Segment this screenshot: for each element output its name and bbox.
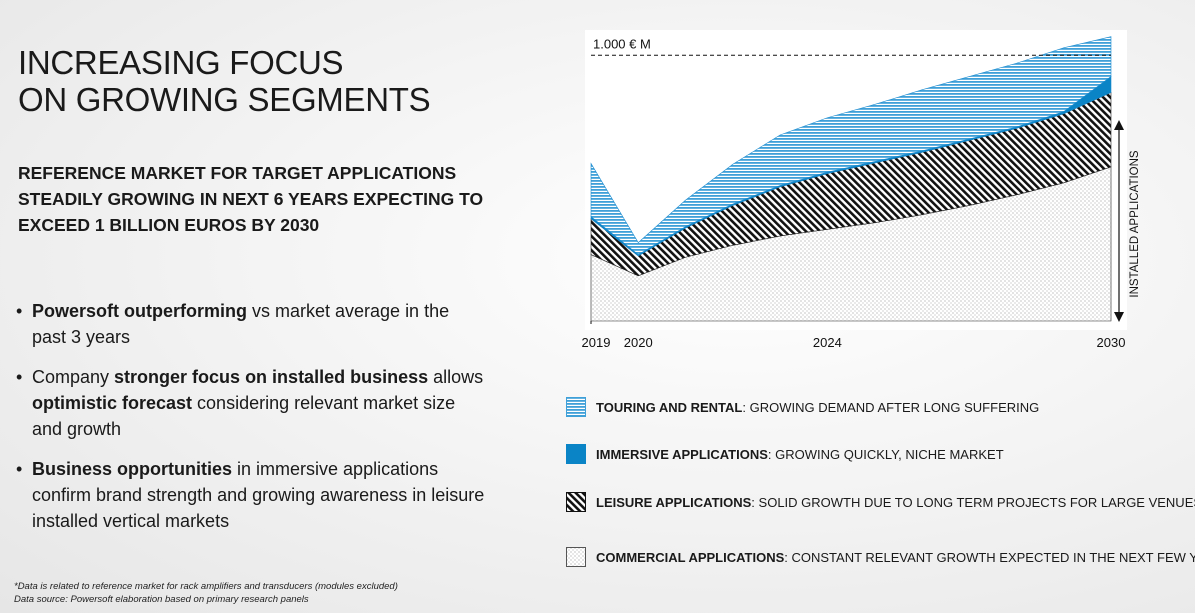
bullet-bold: Powersoft outperforming: [32, 301, 247, 321]
right-axis: INSTALLED APPLICATIONS: [1114, 120, 1141, 322]
legend-item-leisure: LEISURE APPLICATIONS: SOLID GROWTH DUE T…: [566, 491, 1195, 513]
dots-swatch-icon: [566, 547, 586, 567]
bullet-text: vs market average in the past 3 years: [32, 301, 450, 347]
bullet-text: allows: [428, 367, 484, 387]
x-axis-tick-labels: 2019 2020 2024 2030: [582, 335, 1126, 350]
bullet-list: Powersoft outperforming vs market averag…: [16, 298, 486, 548]
legend-series-name: COMMERCIAL APPLICATIONS: [596, 549, 785, 565]
title-line-2: ON GROWING SEGMENTS: [18, 81, 431, 118]
x-tick-label: 2030: [1097, 335, 1126, 350]
legend-item-touring: TOURING AND RENTAL: GROWING DEMAND AFTER…: [566, 396, 1039, 418]
legend-series-description: CONSTANT RELEVANT GROWTH EXPECTED IN THE…: [791, 549, 1195, 565]
bullet-text: considering relevant market size and gro…: [32, 393, 456, 439]
bullet-text: Company: [32, 367, 115, 387]
x-tick-label: 2019: [582, 335, 611, 350]
bullet-item: Business opportunities in immersive appl…: [16, 456, 486, 534]
legend-series-name: TOURING AND RENTAL: [596, 399, 743, 415]
title-line-1: INCREASING FOCUS: [18, 44, 344, 81]
legend-label: LEISURE APPLICATIONS: SOLID GROWTH DUE T…: [596, 495, 1195, 510]
reference-line-label: 1.000 € M: [593, 36, 651, 51]
right-axis-label: INSTALLED APPLICATIONS: [1129, 150, 1141, 298]
legend-series-description: GROWING DEMAND AFTER LONG SUFFERING: [749, 399, 1040, 415]
legend-label: IMMERSIVE APPLICATIONS: GROWING QUICKLY,…: [596, 446, 1004, 462]
x-tick-label: 2020: [624, 335, 653, 350]
footnote: *Data is related to reference market for…: [14, 580, 398, 606]
stripes-swatch-icon: [566, 397, 586, 417]
bullet-item: Powersoft outperforming vs market averag…: [16, 298, 486, 350]
legend-label: COMMERCIAL APPLICATIONS: CONSTANT RELEVA…: [596, 550, 1195, 565]
legend-series-name: LEISURE APPLICATIONS: [596, 494, 752, 510]
legend-item-immersive: IMMERSIVE APPLICATIONS: GROWING QUICKLY,…: [566, 443, 1004, 465]
x-tick-label: 2024: [813, 335, 842, 350]
chart-areas: [590, 36, 1112, 322]
area-series-touring-and-rental: [590, 36, 1112, 255]
legend-item-commercial: COMMERCIAL APPLICATIONS: CONSTANT RELEVA…: [566, 546, 1195, 568]
bullet-bold: stronger focus on installed business: [114, 367, 429, 387]
page-title: INCREASING FOCUS ON GROWING SEGMENTS: [18, 44, 431, 118]
legend-series-description: GROWING QUICKLY, NICHE MARKET: [775, 446, 1004, 462]
legend-label: TOURING AND RENTAL: GROWING DEMAND AFTER…: [596, 399, 1040, 415]
bullet-text: in immersive applications confirm brand …: [32, 459, 485, 531]
bullet-bold: Business opportunities: [32, 459, 233, 479]
solid-swatch-icon: [566, 444, 586, 464]
arrow-down-icon: [1114, 312, 1124, 322]
legend-series-description: SOLID GROWTH DUE TO LONG TERM PROJECTS F…: [758, 494, 1195, 510]
legend-series-name: IMMERSIVE APPLICATIONS: [596, 446, 768, 462]
page-subtitle: REFERENCE MARKET FOR TARGET APPLICATIONS…: [18, 163, 484, 235]
diagonal-swatch-icon: [566, 492, 586, 512]
footnote-line-1: *Data is related to reference market for…: [14, 581, 398, 592]
bullet-bold: optimistic forecast: [32, 393, 193, 413]
arrow-up-icon: [1114, 120, 1124, 130]
bullet-item: Company stronger focus on installed busi…: [16, 364, 486, 442]
footnote-line-2: Data source: Powersoft elaboration based…: [14, 594, 309, 605]
